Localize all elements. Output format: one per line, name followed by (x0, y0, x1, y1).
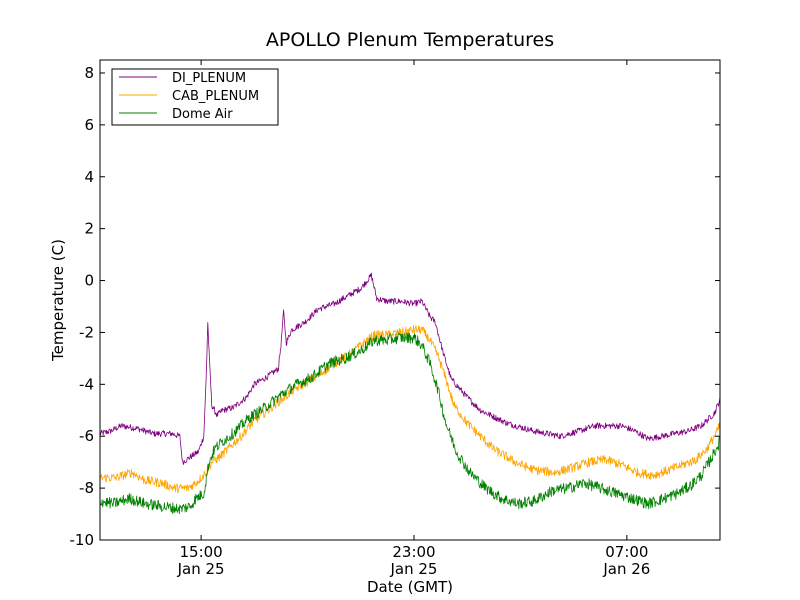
x-axis-label: Date (GMT) (367, 578, 453, 596)
y-axis-label: Temperature (C) (49, 239, 67, 362)
series-line-cab-plenum (100, 325, 720, 494)
plot-frame (99, 59, 721, 541)
legend-label: CAB_PLENUM (172, 89, 259, 104)
x-tick-label-date: Jan 25 (177, 560, 225, 578)
y-tick-label: 6 (84, 116, 94, 134)
y-tick-label: 2 (84, 220, 94, 238)
chart-title: APOLLO Plenum Temperatures (266, 29, 554, 51)
series-layer (100, 272, 720, 515)
y-tick-label: -10 (70, 531, 95, 549)
legend-box (111, 68, 279, 126)
x-tick-label-time: 23:00 (392, 543, 435, 561)
series-line-dome-air (100, 332, 720, 515)
y-tick-label: -4 (79, 375, 94, 393)
legend-label: Dome Air (172, 107, 233, 122)
y-tick-label: -2 (79, 323, 94, 341)
y-tick-label: 0 (84, 272, 94, 290)
legend-label: DI_PLENUM (172, 71, 246, 86)
series-line-di-plenum (100, 272, 720, 465)
y-axis: -10 -8 -6 -4 -2 0 2 4 6 8 (70, 64, 720, 549)
y-tick-label: 4 (84, 168, 94, 186)
x-tick-label-time: 15:00 (179, 543, 222, 561)
y-tick-label: -6 (79, 427, 94, 445)
y-tick-label: -8 (79, 479, 94, 497)
x-tick-label-date: Jan 25 (389, 560, 437, 578)
y-tick-label: 8 (84, 64, 94, 82)
x-tick-label-date: Jan 26 (602, 560, 650, 578)
x-tick-label-time: 07:00 (605, 543, 648, 561)
legend: DI_PLENUM CAB_PLENUM Dome Air (111, 68, 279, 126)
